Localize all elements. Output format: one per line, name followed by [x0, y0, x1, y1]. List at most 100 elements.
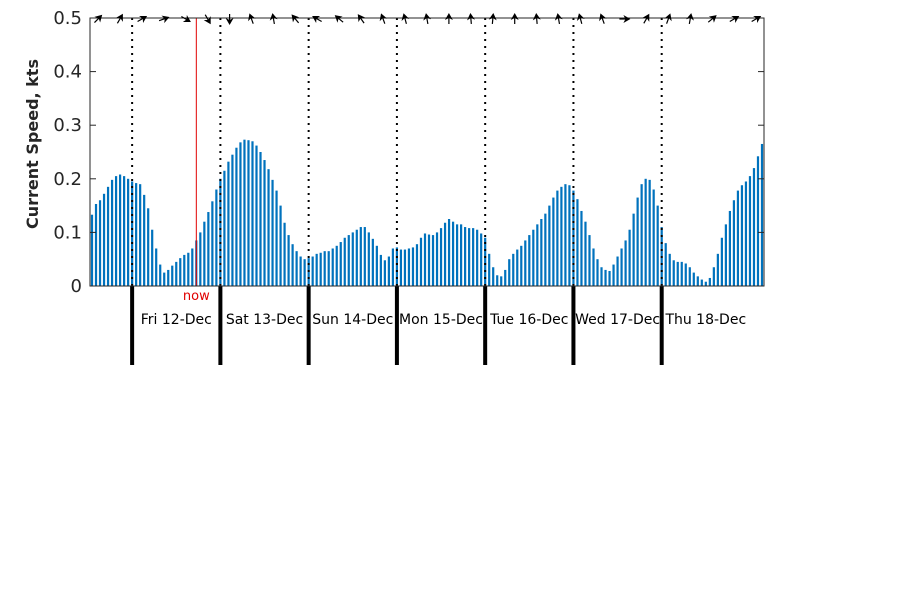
bar [435, 232, 439, 286]
bar [464, 227, 467, 286]
arrow-head [225, 18, 234, 25]
bar [760, 143, 764, 286]
bar [740, 185, 744, 286]
bar [600, 267, 603, 286]
arrow-head [423, 13, 432, 21]
bar [231, 154, 234, 286]
bar [564, 184, 567, 286]
direction-arrow [203, 14, 211, 25]
bar [110, 179, 114, 286]
bar [147, 208, 150, 286]
bar [118, 174, 122, 286]
bar [492, 267, 495, 286]
bar [335, 245, 338, 286]
bar [187, 252, 190, 286]
direction-arrow [423, 13, 432, 25]
bar [351, 232, 354, 286]
bar [331, 248, 334, 286]
bar [540, 219, 543, 286]
day-labels: Fri 12-Dec Sat 13-Dec Sun 14-Dec Mon 15-Dec… [141, 312, 746, 328]
bar [375, 245, 378, 286]
day-label: Fri 12-Dec [141, 312, 212, 328]
direction-arrow [269, 13, 278, 25]
bar [163, 272, 166, 286]
bar [283, 222, 286, 286]
bar [536, 224, 539, 286]
bar [624, 240, 627, 286]
bar [379, 254, 382, 286]
bar [355, 229, 358, 286]
bar [315, 253, 318, 286]
bar [419, 237, 423, 286]
bar [183, 254, 186, 286]
bar [243, 139, 246, 286]
bar [728, 210, 732, 286]
direction-arrow [401, 13, 410, 24]
bar [451, 221, 455, 286]
bar [744, 181, 748, 286]
now-label: now [183, 289, 210, 304]
arrow-head [248, 13, 256, 22]
bar [652, 189, 655, 286]
bar [311, 256, 314, 286]
bar [580, 210, 583, 286]
bar [287, 235, 290, 286]
bar [251, 141, 254, 286]
bar [668, 253, 671, 286]
bar [211, 201, 214, 286]
bar [291, 244, 294, 286]
direction-arrows [94, 13, 762, 25]
arrow-head [94, 14, 103, 23]
bar [488, 253, 491, 286]
bar [484, 237, 487, 286]
direction-arrow [576, 13, 585, 24]
bar [279, 205, 282, 286]
direction-arrow [510, 13, 519, 24]
bar [175, 261, 178, 286]
bar [468, 228, 471, 286]
bar [596, 259, 599, 286]
bar [632, 213, 635, 286]
bar [752, 168, 756, 286]
bar [572, 190, 575, 286]
bar [712, 267, 715, 286]
bar [102, 193, 106, 286]
direction-arrow [444, 13, 453, 24]
arrow-head [532, 13, 541, 21]
bar [367, 232, 370, 286]
bar [676, 261, 679, 286]
bar [303, 259, 306, 286]
bar [255, 145, 258, 286]
bar [275, 190, 278, 286]
bar [612, 264, 615, 286]
bar [139, 184, 142, 286]
bar [167, 269, 170, 286]
plot-area-border [89, 17, 765, 287]
bar [568, 185, 571, 286]
arrow-head [312, 16, 321, 23]
day-label: Sat 13-Dec [226, 312, 303, 328]
arrow-head [708, 15, 717, 23]
direction-arrow [642, 13, 650, 24]
direction-arrow [357, 14, 366, 24]
bar [644, 178, 647, 286]
bar [696, 276, 699, 286]
bar [223, 170, 226, 286]
arrow-head [576, 13, 585, 22]
day-label: Mon 15-Dec [399, 312, 483, 328]
bar [516, 249, 519, 286]
bar [143, 194, 146, 286]
bar [604, 269, 607, 286]
arrow-head [623, 15, 631, 23]
y-tick-label: 0.5 [53, 8, 82, 29]
bar [692, 272, 695, 286]
bar [415, 244, 419, 286]
arrow-head [686, 13, 694, 21]
bar [552, 197, 555, 286]
bar [636, 197, 639, 286]
y-tick-label: 0.1 [53, 222, 82, 243]
bar [724, 224, 727, 286]
arrow-head [115, 13, 123, 22]
bar [271, 179, 274, 286]
bar [263, 160, 266, 286]
